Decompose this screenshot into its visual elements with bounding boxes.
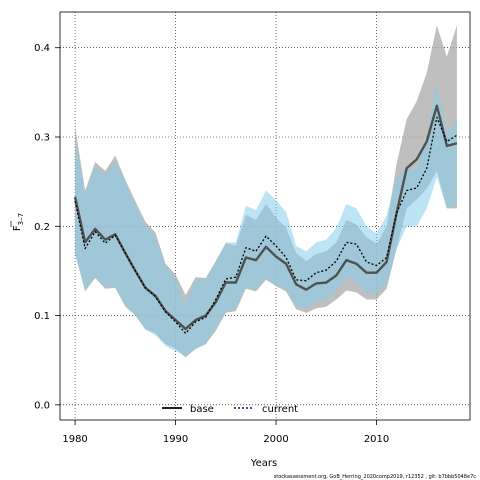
x-tick-label-3: 2010	[364, 434, 389, 445]
footer-note: stockassessment.org, GoB_Herring_2020com…	[274, 474, 477, 480]
x-tick-label-1: 1990	[163, 434, 188, 445]
band-current	[75, 83, 457, 356]
y-tick-label-2: 0.2	[34, 222, 50, 233]
y-tick-label-3: 0.3	[34, 132, 50, 143]
line-base	[73, 104, 458, 331]
y-tick-label-0: 0.0	[34, 400, 50, 411]
x-tick-label-0: 1980	[62, 434, 87, 445]
y-tick-label-4: 0.4	[34, 43, 50, 54]
axes: 1980 1990 2000 2010 0.0 0.1 0.2 0.3 0.4	[34, 43, 389, 445]
legend: base current	[162, 404, 298, 415]
confidence-bands	[75, 25, 457, 358]
series-lines	[73, 104, 458, 335]
x-tick-label-2: 2000	[263, 434, 288, 445]
plot-frame	[59, 11, 471, 421]
line-current	[74, 116, 458, 335]
legend-label-base: base	[190, 404, 214, 415]
y-axis-title-sub: 3–7	[17, 213, 25, 225]
y-tick-label-1: 0.1	[34, 311, 50, 322]
svg-text:F3–7: F3–7	[12, 213, 25, 231]
y-axis-title: F3–7	[10, 213, 25, 231]
legend-label-current: current	[262, 404, 298, 415]
y-axis-title-main: F	[12, 225, 23, 231]
x-axis-title: Years	[250, 458, 277, 469]
